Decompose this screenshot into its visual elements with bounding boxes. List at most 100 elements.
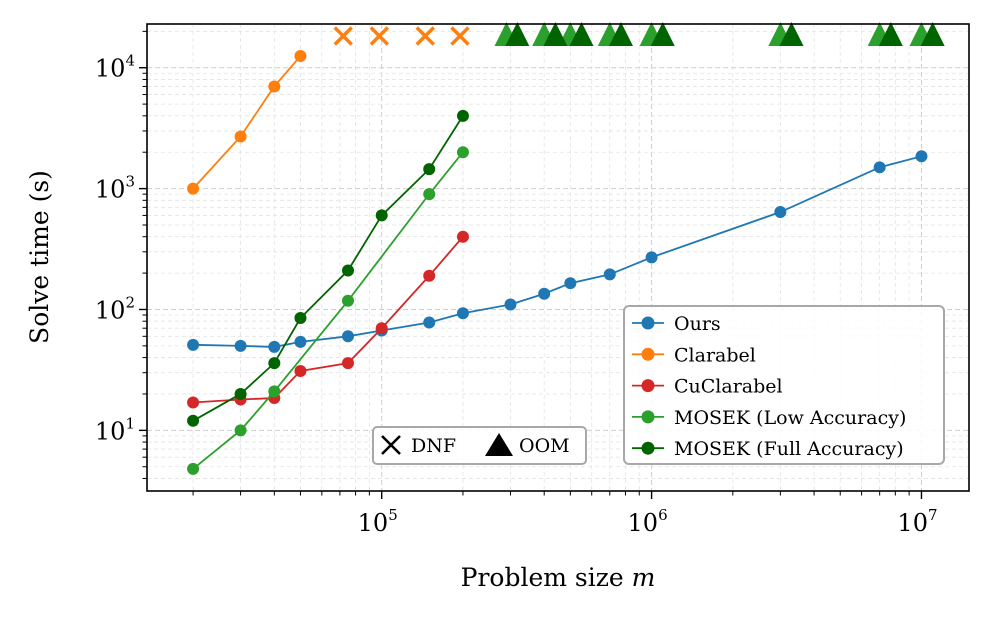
data-point-mosek-low-accuracy	[341, 294, 354, 307]
data-point-ours	[645, 251, 658, 264]
series-line-mosek-low-accuracy	[192, 151, 464, 470]
dnf-marker-clarabel	[369, 26, 390, 46]
y-tick-base: 10	[95, 296, 126, 324]
series-line-cuclarabel	[193, 236, 464, 404]
x-tick-exponent: 7	[928, 506, 938, 524]
legend-marker-cuclarabel	[641, 379, 655, 393]
series-line-mosek-full-accuracy	[192, 115, 464, 422]
y-tick-label: 101	[95, 414, 135, 445]
data-point-cuclarabel	[456, 230, 469, 243]
data-point-ours	[456, 307, 469, 320]
oom-marker-mosek-full-accuracy	[779, 22, 804, 46]
series-layer	[187, 50, 928, 475]
legend-label-ours: Ours	[674, 313, 721, 335]
data-point-mosek-full-accuracy	[375, 209, 388, 222]
x-tick-base: 10	[358, 509, 389, 537]
x-tick-label: 106	[628, 506, 668, 537]
legend-marker-clarabel	[641, 347, 655, 361]
data-point-mosek-full-accuracy	[456, 109, 469, 122]
x-tick-base: 10	[628, 509, 659, 537]
legend-box	[623, 305, 945, 465]
x-tick-exponent: 5	[388, 506, 398, 524]
x-tick-exponent: 6	[658, 506, 668, 524]
data-point-cuclarabel	[375, 322, 388, 335]
data-point-mosek-full-accuracy	[294, 312, 307, 325]
x-tick-base: 10	[897, 509, 928, 537]
y-tick-label: 104	[95, 52, 135, 83]
data-point-cuclarabel	[423, 269, 436, 282]
legend-marker-mosek-low-accuracy	[641, 410, 655, 424]
x-axis-variable: m	[632, 563, 656, 592]
y-tick-base: 10	[95, 417, 126, 445]
legend-label-mosek-full-accuracy: MOSEK (Full Accuracy)	[674, 438, 904, 460]
y-tick-exponent: 3	[125, 173, 135, 191]
data-point-mosek-full-accuracy	[341, 264, 354, 277]
y-tick-label: 102	[95, 293, 135, 324]
data-point-ours	[294, 335, 307, 348]
y-tick-exponent: 4	[125, 52, 135, 70]
legend-label-cuclarabel: CuClarabel	[674, 376, 783, 398]
data-point-ours	[873, 161, 886, 174]
legend-marker-ours	[641, 316, 655, 330]
series-line-clarabel	[192, 55, 302, 190]
data-point-mosek-low-accuracy	[234, 424, 247, 437]
data-point-mosek-low-accuracy	[456, 146, 469, 159]
x-axis-title: Problem size m	[461, 563, 656, 592]
data-point-cuclarabel	[187, 396, 200, 409]
data-point-mosek-full-accuracy	[187, 414, 200, 427]
legend-marker-mosek-full-accuracy	[641, 441, 655, 455]
plot-frame	[146, 23, 970, 492]
oom-marker-mosek-full-accuracy	[543, 22, 568, 46]
data-point-ours	[234, 339, 247, 352]
data-point-ours	[915, 150, 928, 163]
series-line-ours	[193, 155, 922, 348]
dnf-label: DNF	[411, 435, 456, 457]
marker-legend-box	[372, 426, 587, 465]
dnf-marker-clarabel	[450, 26, 470, 46]
oom-marker-mosek-full-accuracy	[878, 22, 903, 46]
data-point-ours	[564, 277, 577, 290]
x-axis-title-text: Problem size	[461, 563, 624, 592]
oom-label: OOM	[519, 435, 570, 457]
oom-marker-mosek-full-accuracy	[569, 22, 594, 46]
y-tick-label: 103	[95, 173, 135, 204]
data-point-ours	[538, 287, 551, 300]
data-point-ours	[341, 330, 354, 343]
oom-marker-mosek-full-accuracy	[650, 22, 675, 46]
oom-marker-mosek-full-accuracy	[608, 22, 633, 46]
data-point-ours	[774, 206, 787, 219]
data-point-ours	[268, 340, 281, 353]
data-point-mosek-low-accuracy	[423, 188, 436, 201]
y-tick-exponent: 1	[125, 414, 135, 432]
dnf-cross-icon	[381, 435, 401, 455]
dnf-marker-clarabel	[415, 26, 435, 46]
data-point-ours	[603, 268, 616, 281]
y-tick-base: 10	[95, 176, 126, 204]
data-point-mosek-full-accuracy	[423, 163, 436, 176]
legend-label-mosek-low-accuracy: MOSEK (Low Accuracy)	[674, 407, 906, 429]
data-point-ours	[187, 338, 200, 351]
x-tick-label: 105	[358, 506, 398, 537]
data-point-mosek-low-accuracy	[268, 385, 281, 398]
data-point-ours	[504, 298, 517, 311]
data-point-cuclarabel	[294, 364, 307, 377]
y-tick-base: 10	[95, 55, 126, 83]
dnf-oom-markers	[333, 22, 945, 46]
y-axis-title: Solve time (s)	[25, 170, 54, 344]
oom-marker-mosek-full-accuracy	[920, 22, 945, 46]
legend-label-clarabel: Clarabel	[674, 344, 756, 366]
data-point-ours	[423, 316, 436, 329]
data-point-clarabel	[187, 182, 200, 195]
y-tick-exponent: 2	[125, 293, 135, 311]
data-point-clarabel	[294, 50, 307, 63]
oom-marker-mosek-full-accuracy	[505, 22, 530, 46]
data-point-mosek-full-accuracy	[268, 357, 281, 370]
dnf-marker-clarabel	[333, 26, 353, 46]
legend: Ours Clarabel CuClarabel MOSEK (Low Accurac…	[623, 305, 945, 465]
data-point-clarabel	[268, 80, 281, 93]
data-point-mosek-full-accuracy	[234, 387, 247, 400]
oom-triangle-icon	[485, 433, 513, 456]
data-point-mosek-low-accuracy	[187, 462, 200, 475]
